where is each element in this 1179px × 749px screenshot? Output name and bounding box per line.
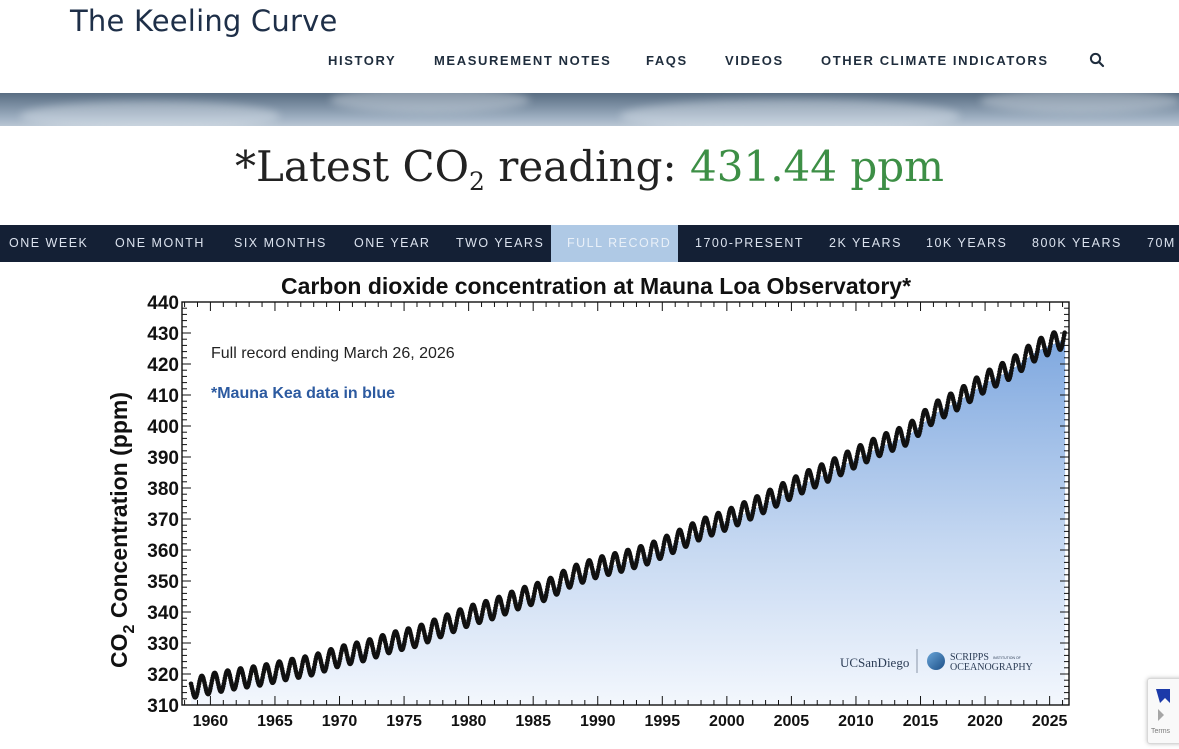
ucsd-logo: UCSanDiego xyxy=(840,655,909,670)
y-tick-label: 350 xyxy=(147,572,179,593)
tab-70m[interactable]: 70M xyxy=(1147,236,1176,250)
tab-800k-years[interactable]: 800K YEARS xyxy=(1032,236,1122,250)
range-tabs: ONE WEEK ONE MONTH SIX MONTHS ONE YEAR T… xyxy=(0,224,1179,262)
latest-co2-reading: *Latest CO2 reading: 431.44 ppm xyxy=(0,142,1179,196)
x-tick-labels: 1960 1965 1970 1975 1980 1985 1990 1995 2000 2005… xyxy=(193,713,1068,730)
x-tick-label: 1995 xyxy=(645,713,681,730)
nav-item-measurement-notes[interactable]: MEASUREMENT NOTES xyxy=(434,53,612,68)
y-tick-label: 380 xyxy=(147,479,179,500)
sky-banner xyxy=(0,93,1179,126)
scripps-globe-icon xyxy=(927,652,945,670)
tab-one-year[interactable]: ONE YEAR xyxy=(354,236,431,250)
nav-item-videos[interactable]: VIDEOS xyxy=(725,53,784,68)
y-tick-label: 360 xyxy=(147,541,179,562)
main-nav: HISTORY MEASUREMENT NOTES FAQS VIDEOS OT… xyxy=(0,53,1179,69)
note-record-ending: Full record ending March 26, 2026 xyxy=(211,345,455,362)
x-tick-label: 2025 xyxy=(1032,713,1068,730)
tab-one-month[interactable]: ONE MONTH xyxy=(115,236,205,250)
axis-ticks xyxy=(182,301,1069,706)
data-points xyxy=(188,330,1067,700)
recaptcha-icon xyxy=(1156,689,1170,721)
x-tick-label: 1960 xyxy=(193,713,229,730)
scripps-logo-line2: OCEANOGRAPHY xyxy=(950,662,1033,673)
scripps-logo-small: INSTITUTION OF xyxy=(993,656,1021,660)
y-tick-label: 390 xyxy=(147,448,179,469)
x-tick-label: 1985 xyxy=(515,713,551,730)
x-tick-label: 2005 xyxy=(774,713,810,730)
ucsd-logo-text: UCSanDiego xyxy=(840,655,909,670)
note-mauna-kea: *Mauna Kea data in blue xyxy=(211,385,395,402)
y-tick-label: 340 xyxy=(147,603,179,624)
site-header: The Keeling Curve HISTORY MEASUREMENT NO… xyxy=(0,0,1179,93)
nav-item-history[interactable]: HISTORY xyxy=(328,53,397,68)
tab-six-months[interactable]: SIX MONTHS xyxy=(234,236,327,250)
chart-title: Carbon dioxide concentration at Mauna Lo… xyxy=(281,273,911,299)
x-tick-label: 1980 xyxy=(451,713,487,730)
scripps-logo-line1: SCRIPPS xyxy=(950,652,989,663)
area-fill xyxy=(191,339,1066,705)
tab-2k-years[interactable]: 2K YEARS xyxy=(829,236,902,250)
plot-frame xyxy=(181,301,1070,706)
nav-item-other-climate-indicators[interactable]: OTHER CLIMATE INDICATORS xyxy=(821,53,1049,68)
tab-two-years[interactable]: TWO YEARS xyxy=(456,236,545,250)
chart-svg: Carbon dioxide concentration at Mauna Lo… xyxy=(106,273,1070,730)
x-tick-label: 1965 xyxy=(257,713,293,730)
recaptcha-terms-link[interactable]: Terms xyxy=(1151,728,1171,735)
x-tick-label: 2000 xyxy=(709,713,745,730)
y-tick-label: 410 xyxy=(147,386,179,407)
keeling-curve-chart: Carbon dioxide concentration at Mauna Lo… xyxy=(100,265,1100,745)
y-tick-labels: 310 320 330 340 350 360 370 380 390 400 410 420 430 4… xyxy=(147,293,179,717)
x-tick-label: 1990 xyxy=(580,713,616,730)
y-tick-label: 420 xyxy=(147,355,179,376)
y-axis-label-sub: 2 xyxy=(121,624,138,633)
reading-label: reading: xyxy=(484,142,691,191)
recaptcha-badge[interactable]: Terms xyxy=(1147,678,1179,744)
x-tick-label: 2015 xyxy=(903,713,939,730)
y-tick-label: 430 xyxy=(147,324,179,345)
y-axis-label-main: CO xyxy=(106,633,132,668)
site-title[interactable]: The Keeling Curve xyxy=(70,4,338,38)
y-axis-label-rest: Concentration (ppm) xyxy=(106,392,132,625)
tab-1700-present[interactable]: 1700-PRESENT xyxy=(695,236,805,250)
y-tick-label: 400 xyxy=(147,417,179,438)
x-tick-label: 2010 xyxy=(838,713,874,730)
y-tick-label: 330 xyxy=(147,634,179,655)
y-tick-label: 320 xyxy=(147,665,179,686)
tab-full-record[interactable]: FULL RECORD xyxy=(551,225,678,262)
x-tick-label: 1975 xyxy=(386,713,422,730)
reading-value: 431.44 ppm xyxy=(690,142,944,191)
y-tick-label: 310 xyxy=(147,696,179,717)
tab-one-week[interactable]: ONE WEEK xyxy=(9,236,89,250)
scripps-logo: SCRIPPS INSTITUTION OF OCEANOGRAPHY xyxy=(927,652,1033,673)
nav-item-faqs[interactable]: FAQS xyxy=(646,53,688,68)
y-tick-label: 440 xyxy=(147,293,179,314)
x-tick-label: 1970 xyxy=(322,713,358,730)
search-icon[interactable] xyxy=(1089,52,1105,68)
reading-prefix: *Latest CO xyxy=(235,142,470,191)
y-axis-label: CO2 Concentration (ppm) xyxy=(106,392,138,668)
x-tick-label: 2020 xyxy=(967,713,1003,730)
y-tick-label: 370 xyxy=(147,510,179,531)
tab-10k-years[interactable]: 10K YEARS xyxy=(926,236,1008,250)
reading-subscript: 2 xyxy=(469,167,485,196)
